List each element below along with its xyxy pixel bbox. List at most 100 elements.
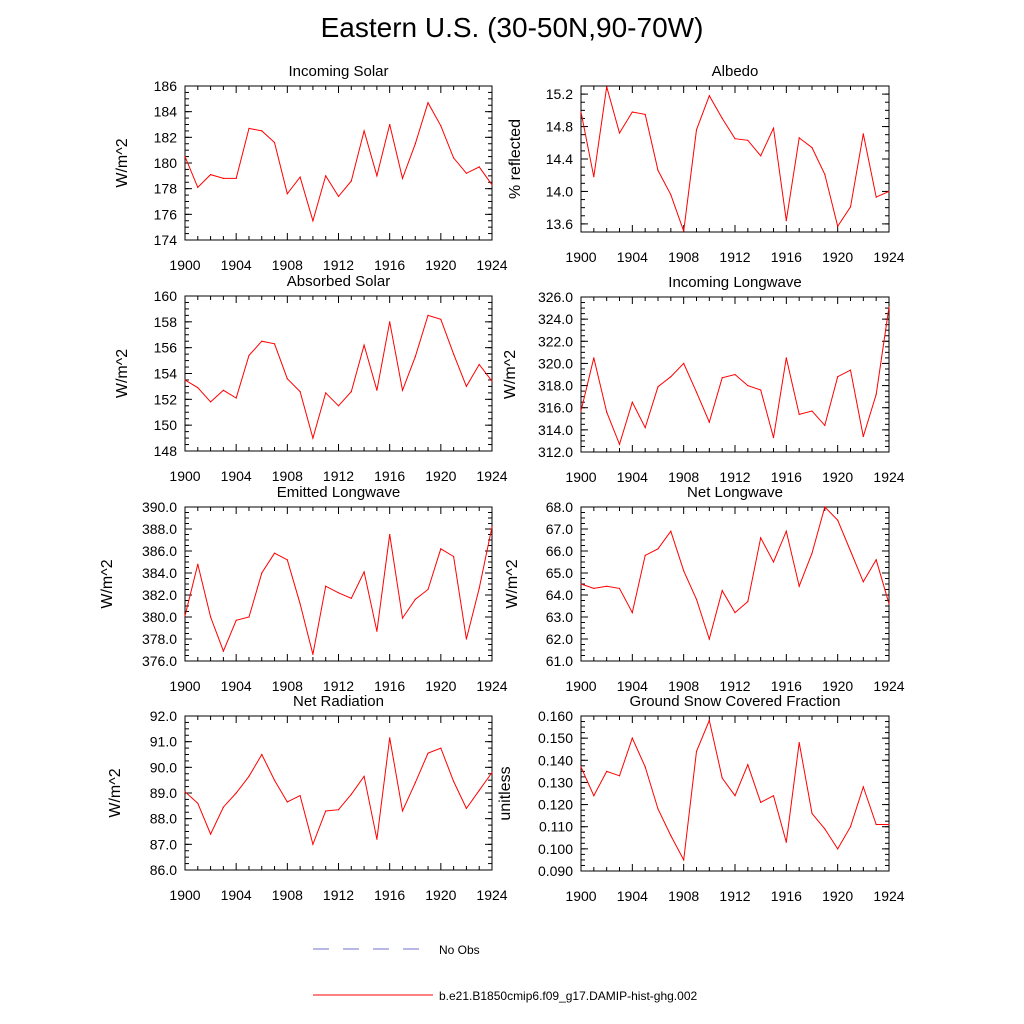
y-tick-label: 65.0 (546, 565, 573, 581)
x-tick-label: 1920 (822, 469, 853, 485)
data-point (708, 638, 710, 640)
data-point (875, 196, 877, 198)
data-point (747, 139, 749, 141)
data-point (888, 823, 890, 826)
x-tick-label: 1916 (374, 887, 405, 903)
x-tick-label: 1900 (565, 469, 596, 485)
data-point (299, 795, 301, 797)
data-point (734, 138, 736, 140)
series-line (580, 86, 890, 232)
data-point (299, 603, 301, 605)
data-point (760, 801, 762, 804)
data-point (389, 737, 391, 739)
data-point (798, 413, 800, 415)
data-point (618, 587, 621, 590)
data-point (580, 766, 582, 768)
data-point (197, 186, 199, 188)
data-point (849, 206, 852, 208)
y-tick-label: 90.0 (150, 759, 177, 775)
data-point (414, 356, 416, 358)
data-point (210, 833, 212, 835)
data-point (747, 764, 749, 766)
x-tick-label: 1904 (221, 887, 252, 903)
data-point (414, 782, 416, 784)
series-line (184, 314, 493, 440)
x-tick-label: 1916 (374, 678, 405, 694)
data-point (772, 561, 775, 563)
x-tick-label: 1904 (221, 257, 252, 273)
y-axis-label: W/m^2 (99, 559, 116, 608)
x-tick-label: 1920 (822, 249, 853, 265)
data-point (337, 592, 340, 594)
data-point (235, 619, 237, 621)
plot-frame (184, 85, 493, 241)
y-tick-label: 186 (154, 78, 178, 94)
data-point (657, 386, 659, 388)
data-point (593, 176, 595, 178)
y-tick-label: 148 (154, 443, 178, 459)
y-axis-label: unitless (497, 766, 514, 820)
data-point (618, 132, 621, 134)
x-tick-label: 1908 (668, 678, 699, 694)
data-point (184, 791, 186, 793)
plot-frame (580, 715, 890, 872)
y-tick-label: 390.0 (142, 499, 177, 515)
x-tick-label: 1916 (771, 469, 802, 485)
x-tick-label: 1908 (272, 887, 303, 903)
chart-title: Ground Snow Covered Fraction (630, 693, 841, 710)
data-point (824, 506, 826, 508)
data-point (453, 780, 455, 783)
data-point (312, 653, 314, 656)
y-tick-label: 324.0 (538, 311, 573, 327)
data-point (427, 752, 429, 754)
data-point (453, 157, 455, 159)
data-point (837, 225, 839, 227)
data-point (631, 401, 633, 403)
x-tick-label: 1908 (668, 888, 699, 904)
plot-frame (184, 715, 493, 871)
data-point (414, 598, 416, 601)
y-tick-label: 158 (154, 314, 178, 330)
data-point (862, 786, 864, 788)
data-point (849, 369, 852, 371)
data-point (350, 793, 352, 795)
data-point (644, 113, 646, 115)
data-point (734, 612, 736, 614)
data-point (376, 175, 378, 177)
data-point (734, 795, 736, 797)
y-axis-label: % reflected (507, 119, 524, 199)
data-point (350, 391, 352, 393)
data-point (811, 147, 813, 149)
data-point (478, 789, 480, 792)
data-point (683, 859, 685, 861)
x-tick-label: 1908 (272, 678, 303, 694)
x-tick-label: 1924 (873, 469, 904, 485)
x-tick-label: 1900 (169, 468, 200, 484)
chart-title: Net Longwave (687, 484, 783, 501)
x-tick-label: 1912 (323, 887, 354, 903)
data-point (785, 530, 787, 532)
y-tick-label: 14.8 (546, 119, 573, 135)
x-tick-label: 1920 (425, 678, 456, 694)
data-point (453, 353, 455, 355)
x-tick-label: 1916 (771, 678, 802, 694)
data-point (337, 405, 340, 407)
y-tick-label: 87.0 (150, 836, 177, 852)
figure-title: Eastern U.S. (30-50N,90-70W) (320, 12, 704, 43)
x-tick-label: 1912 (323, 257, 354, 273)
data-point (721, 777, 723, 779)
data-point (286, 378, 288, 380)
chart-title: Incoming Longwave (668, 274, 801, 291)
y-tick-label: 67.0 (546, 521, 573, 537)
x-tick-label: 1924 (873, 678, 904, 694)
x-tick-label: 1904 (221, 678, 252, 694)
data-point (401, 617, 404, 619)
data-point (760, 155, 762, 157)
data-point (325, 175, 327, 177)
data-point (337, 195, 340, 197)
y-tick-label: 152 (154, 391, 178, 407)
data-point (491, 526, 493, 528)
legend-label: b.e21.B1850cmip6.f09_g17.DAMIP-hist-ghg.… (439, 989, 697, 1003)
data-point (631, 737, 633, 739)
y-tick-label: 0.110 (539, 819, 573, 835)
